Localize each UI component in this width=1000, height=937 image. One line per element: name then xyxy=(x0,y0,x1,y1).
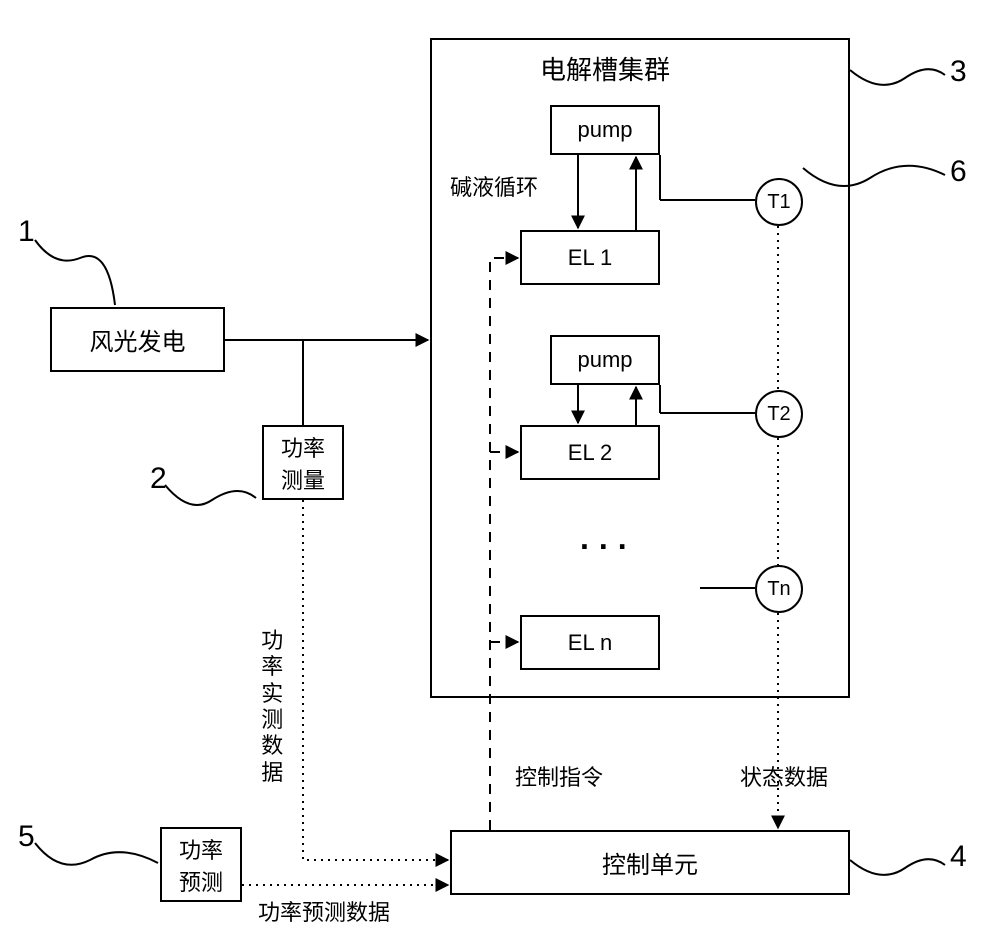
t2-label: T2 xyxy=(767,403,790,426)
t1-circle: T1 xyxy=(755,178,803,226)
el2-box: EL 2 xyxy=(520,425,660,480)
pump1-box: pump xyxy=(550,105,660,155)
el1-label: EL 1 xyxy=(568,245,612,271)
el2-label: EL 2 xyxy=(568,440,612,466)
measured-data-label: 功 率 实 测 数 据 xyxy=(260,575,284,839)
tn-circle: Tn xyxy=(755,565,803,613)
lye-recycle-label: 碱液循环 xyxy=(450,170,538,202)
callout-5: 5 xyxy=(18,820,35,854)
status-data-label: 状态数据 xyxy=(740,760,828,792)
pump2-box: pump xyxy=(550,335,660,385)
pump1-label: pump xyxy=(577,117,632,143)
t1-label: T1 xyxy=(767,191,790,214)
t2-circle: T2 xyxy=(755,390,803,438)
callout-6: 6 xyxy=(950,155,967,189)
predict-data-label: 功率预测数据 xyxy=(258,895,390,927)
power-predict-label: 功率 预测 xyxy=(179,833,223,897)
eln-label: EL n xyxy=(568,630,612,656)
callout-3: 3 xyxy=(950,55,967,89)
control-unit-box: 控制单元 xyxy=(450,830,850,895)
wind-solar-box: 风光发电 xyxy=(50,307,225,372)
ellipsis-label: ... xyxy=(580,520,637,557)
callout-1: 1 xyxy=(18,215,35,249)
callout-2: 2 xyxy=(150,462,167,496)
control-unit-label: 控制单元 xyxy=(602,845,698,880)
eln-box: EL n xyxy=(520,615,660,670)
power-measure-box: 功率 测量 xyxy=(262,425,344,500)
control-cmd-label: 控制指令 xyxy=(515,760,603,792)
tn-label: Tn xyxy=(767,578,790,601)
power-measure-label: 功率 测量 xyxy=(281,431,325,495)
el1-box: EL 1 xyxy=(520,230,660,285)
pump2-label: pump xyxy=(577,347,632,373)
cluster-title: 电解槽集群 xyxy=(540,50,670,87)
wind-solar-label: 风光发电 xyxy=(90,322,186,357)
callout-4: 4 xyxy=(950,840,967,874)
power-predict-box: 功率 预测 xyxy=(160,827,242,902)
